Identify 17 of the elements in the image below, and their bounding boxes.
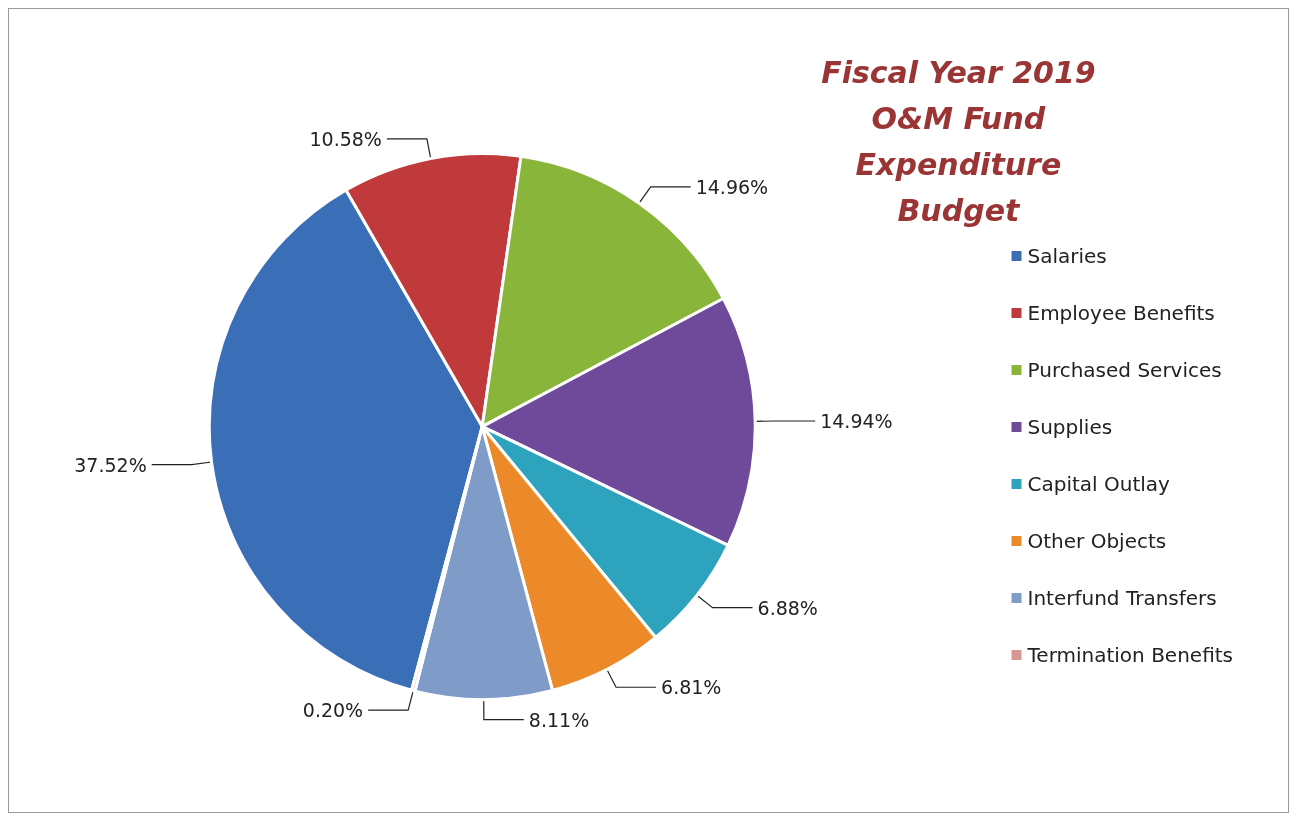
legend-label: Termination Benefits bbox=[1026, 643, 1233, 667]
legend-label: Capital Outlay bbox=[1027, 472, 1171, 496]
legend-label: Salaries bbox=[1027, 244, 1107, 268]
chart-title: Fiscal Year 2019 O&M Fund Expenditure Budget bbox=[821, 54, 1096, 228]
data-label: 8.11% bbox=[528, 708, 590, 731]
data-label: 0.20% bbox=[302, 699, 364, 722]
legend-label: Other Objects bbox=[1027, 529, 1167, 553]
data-label: 6.88% bbox=[757, 596, 818, 619]
data-label: 6.81% bbox=[661, 676, 722, 699]
legend-label: Interfund Transfers bbox=[1027, 586, 1217, 610]
data-label: 14.96% bbox=[695, 175, 769, 198]
data-label: 37.52% bbox=[74, 453, 147, 476]
legend-label: Purchased Services bbox=[1027, 358, 1222, 382]
legend-label: Supplies bbox=[1027, 415, 1113, 439]
legend-label: Employee Benefits bbox=[1027, 301, 1215, 325]
data-label: 14.94% bbox=[820, 409, 893, 432]
data-label: 10.58% bbox=[309, 127, 382, 150]
